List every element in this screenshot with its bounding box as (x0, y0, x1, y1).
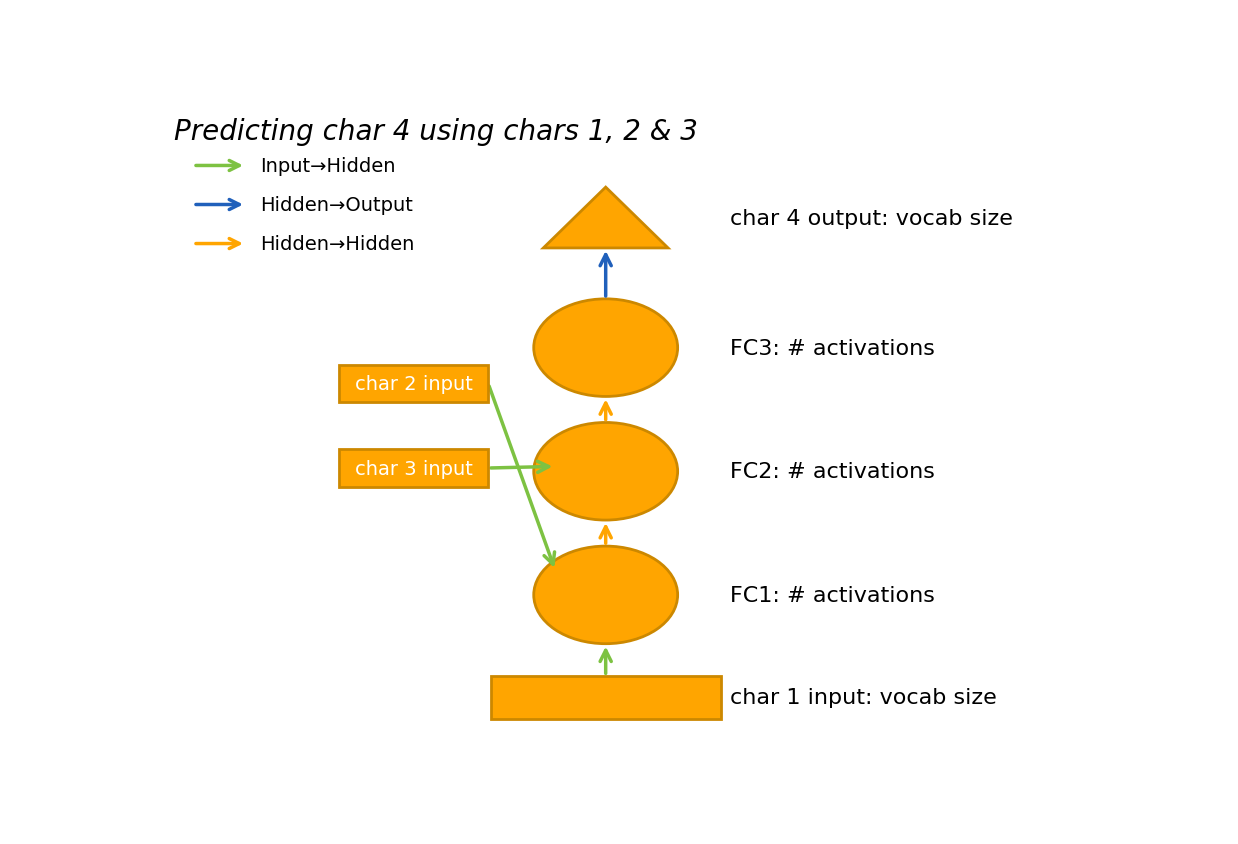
Ellipse shape (534, 423, 677, 521)
Ellipse shape (534, 300, 677, 397)
Text: Predicting char 4 using chars 1, 2 & 3: Predicting char 4 using chars 1, 2 & 3 (173, 117, 698, 145)
Text: FC1: # activations: FC1: # activations (730, 585, 935, 605)
Polygon shape (543, 188, 669, 249)
FancyBboxPatch shape (339, 365, 488, 403)
Text: Hidden→Output: Hidden→Output (260, 196, 413, 214)
Text: FC3: # activations: FC3: # activations (730, 338, 935, 358)
Text: Hidden→Hidden: Hidden→Hidden (260, 235, 415, 254)
FancyBboxPatch shape (339, 450, 488, 487)
Text: char 2 input: char 2 input (355, 375, 473, 393)
Text: FC2: # activations: FC2: # activations (730, 462, 935, 482)
Text: Input→Hidden: Input→Hidden (260, 157, 396, 176)
Text: char 3 input: char 3 input (355, 459, 473, 478)
FancyBboxPatch shape (490, 676, 721, 719)
Text: char 4 output: vocab size: char 4 output: vocab size (730, 208, 1013, 228)
Text: char 1 input: vocab size: char 1 input: vocab size (730, 688, 997, 707)
Ellipse shape (534, 546, 677, 644)
